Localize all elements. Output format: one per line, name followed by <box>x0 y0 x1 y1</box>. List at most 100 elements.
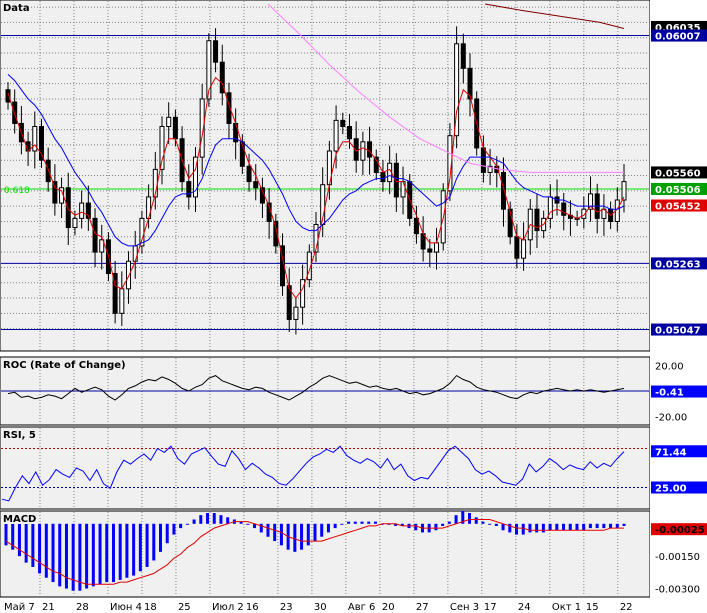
macd-series <box>4 510 626 591</box>
macd-value-tag-bg <box>651 523 707 536</box>
price-tag: 0.05560 <box>655 168 701 179</box>
price-tag: 0.06007 <box>655 32 701 43</box>
right-axis <box>650 0 707 598</box>
candle-body <box>480 147 486 173</box>
macd-pane-title: MACD <box>3 514 36 525</box>
candle-body <box>72 217 78 229</box>
macd-histogram-bar <box>125 523 129 578</box>
candle-body <box>186 181 192 198</box>
candle-body <box>467 67 473 100</box>
macd-histogram-bar <box>360 521 364 524</box>
macd-histogram-bar <box>320 523 324 537</box>
x-axis-label: 21 <box>42 602 55 613</box>
macd-histogram-bar <box>266 523 270 537</box>
macd-axis-tick: -0.00300 <box>655 585 700 596</box>
macd-histogram-bar <box>454 515 458 524</box>
macd-histogram-bar <box>434 523 438 531</box>
rsi-pane-title: RSI, 5 <box>3 430 36 441</box>
x-axis-label: 27 <box>416 602 429 613</box>
macd-histogram-bar <box>414 523 418 531</box>
x-axis-label: Авг 6 <box>348 602 376 613</box>
rsi-value-tag-bg <box>651 445 707 458</box>
macd-histogram-bar <box>501 523 505 531</box>
price-tag: 0.05047 <box>655 326 701 337</box>
macd-histogram-bar <box>367 521 371 524</box>
macd-histogram-bar <box>226 517 230 524</box>
candle-body <box>112 273 118 314</box>
macd-histogram-bar <box>219 515 223 524</box>
candle-body <box>367 141 373 158</box>
x-axis-label: 16 <box>246 602 259 613</box>
macd-histogram-bar <box>24 523 28 563</box>
macd-histogram-bar <box>528 523 532 533</box>
x-axis-label: 15 <box>586 602 599 613</box>
price-tag: 0.06035 <box>655 23 701 34</box>
macd-histogram-bar <box>159 523 162 552</box>
rsi-line <box>1 445 625 502</box>
candle-body <box>588 193 594 210</box>
macd-histogram-bar <box>138 523 142 572</box>
macd-histogram-bar <box>306 523 310 546</box>
very-long-moving-average-line <box>484 3 625 29</box>
moving-average-line <box>7 76 625 299</box>
macd-histogram-bar <box>521 523 525 535</box>
candle-body <box>561 202 567 216</box>
rsi-pane[interactable] <box>0 426 651 510</box>
macd-pane[interactable] <box>0 510 651 598</box>
price-series: 0.618 <box>1 3 649 335</box>
macd-histogram-bar <box>300 523 304 550</box>
macd-histogram-bar <box>11 523 15 550</box>
macd-histogram-bar <box>474 517 478 524</box>
macd-histogram-bar <box>461 510 465 524</box>
macd-histogram-bar <box>51 523 55 583</box>
macd-histogram-bar <box>568 523 572 531</box>
x-axis-label: 24 <box>518 602 531 613</box>
rsi-level-tag-bg <box>651 481 707 494</box>
macd-histogram-bar <box>98 523 102 585</box>
rsi-series <box>1 445 649 502</box>
price-tag-bg <box>651 257 707 270</box>
macd-histogram-bar <box>340 523 344 525</box>
macd-histogram-bar <box>595 523 599 529</box>
candle-body <box>360 141 366 161</box>
candle-body <box>393 162 399 198</box>
macd-axis-tick: -0.00150 <box>655 552 700 563</box>
macd-histogram-bar <box>548 523 552 531</box>
rsi-value-tag: 71.44 <box>655 447 687 458</box>
candle-body <box>199 98 205 158</box>
macd-histogram-bar <box>602 523 606 529</box>
macd-histogram-bar <box>555 523 559 531</box>
x-axis-label: 18 <box>144 602 157 613</box>
macd-histogram-bar <box>615 523 619 529</box>
candle-body <box>346 126 352 140</box>
long-moving-average-line <box>267 3 624 173</box>
macd-histogram-bar <box>91 523 95 587</box>
candle-body <box>353 138 359 161</box>
candle-body <box>286 285 292 320</box>
x-axis-label: 23 <box>280 602 293 613</box>
candle-body <box>581 208 587 219</box>
candle-body <box>85 202 91 219</box>
candle-body <box>413 217 419 235</box>
candle-body <box>507 208 513 238</box>
candle-body <box>514 236 520 259</box>
candle-body <box>434 242 440 253</box>
roc-pane-title: ROC (Rate of Change) <box>3 360 126 371</box>
x-axis-label: 28 <box>76 602 89 613</box>
bottom-axis <box>0 598 707 613</box>
macd-histogram-bar <box>488 523 492 525</box>
macd-histogram-bar <box>17 523 21 557</box>
candle-body <box>500 171 506 210</box>
macd-histogram-bar <box>145 523 149 567</box>
macd-histogram-bar <box>535 523 539 533</box>
macd-histogram-bar <box>333 523 337 529</box>
macd-signal-line <box>5 519 624 585</box>
candle-body <box>226 92 232 124</box>
macd-histogram-bar <box>44 523 48 578</box>
macd-histogram-bar <box>582 523 586 531</box>
macd-histogram-bar <box>111 523 115 583</box>
candle-body <box>306 251 312 281</box>
candle-body <box>159 126 165 170</box>
macd-histogram-bar <box>562 523 566 531</box>
